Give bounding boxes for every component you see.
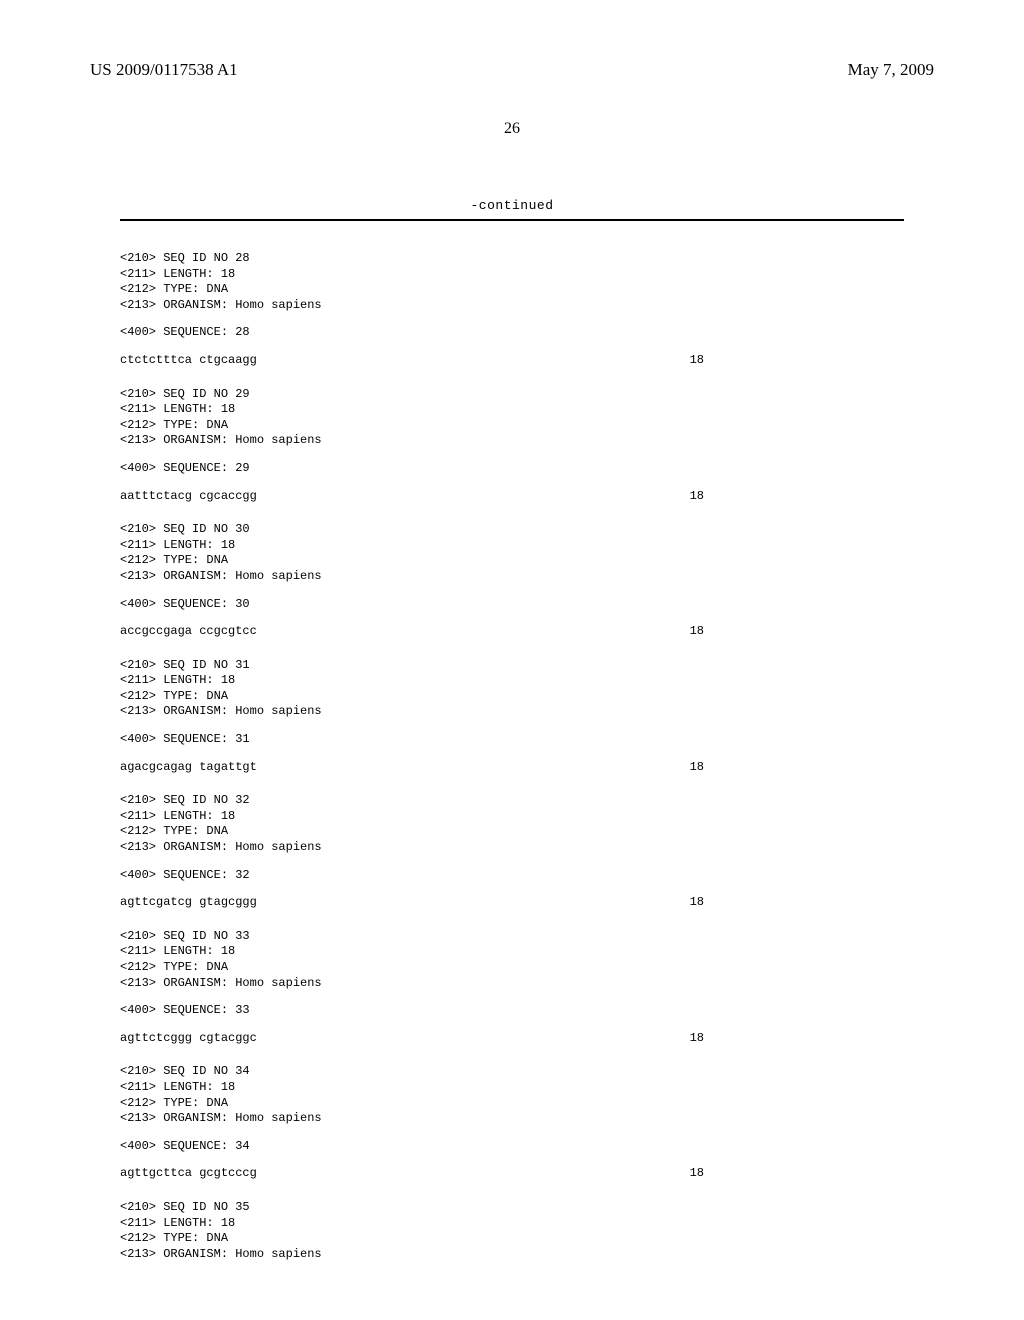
sequence-header: <210> SEQ ID NO 31 <211> LENGTH: 18 <212… [120, 658, 904, 720]
sequence-block: <210> SEQ ID NO 28 <211> LENGTH: 18 <212… [120, 251, 904, 369]
sequence-header: <210> SEQ ID NO 32 <211> LENGTH: 18 <212… [120, 793, 904, 855]
sequence-line: ctctctttca ctgcaagg 18 [120, 353, 904, 369]
sequence-length: 18 [690, 1031, 704, 1047]
sequence-text: agttctcggg cgtacggc [120, 1031, 257, 1047]
sequence-header: <210> SEQ ID NO 28 <211> LENGTH: 18 <212… [120, 251, 904, 313]
sequence-header: <210> SEQ ID NO 29 <211> LENGTH: 18 <212… [120, 387, 904, 449]
sequence-header: <210> SEQ ID NO 34 <211> LENGTH: 18 <212… [120, 1064, 904, 1126]
sequence-marker: <400> SEQUENCE: 30 [120, 597, 904, 613]
sequence-marker: <400> SEQUENCE: 31 [120, 732, 904, 748]
sequence-block: <210> SEQ ID NO 32 <211> LENGTH: 18 <212… [120, 793, 904, 911]
publication-date: May 7, 2009 [848, 60, 934, 80]
sequence-block: <210> SEQ ID NO 31 <211> LENGTH: 18 <212… [120, 658, 904, 776]
sequence-line: aatttctacg cgcaccgg 18 [120, 489, 904, 505]
sequence-length: 18 [690, 353, 704, 369]
sequence-block: <210> SEQ ID NO 35 <211> LENGTH: 18 <212… [120, 1200, 904, 1262]
sequence-length: 18 [690, 895, 704, 911]
sequence-marker: <400> SEQUENCE: 29 [120, 461, 904, 477]
sequence-header: <210> SEQ ID NO 30 <211> LENGTH: 18 <212… [120, 522, 904, 584]
sequence-text: agttgcttca gcgtcccg [120, 1166, 257, 1182]
sequence-length: 18 [690, 760, 704, 776]
publication-number: US 2009/0117538 A1 [90, 60, 238, 80]
sequence-text: agacgcagag tagattgt [120, 760, 257, 776]
sequence-line: agttgcttca gcgtcccg 18 [120, 1166, 904, 1182]
sequence-marker: <400> SEQUENCE: 32 [120, 868, 904, 884]
continued-label: -continued [90, 198, 934, 213]
sequence-text: aatttctacg cgcaccgg [120, 489, 257, 505]
sequence-line: agttcgatcg gtagcggg 18 [120, 895, 904, 911]
sequence-header: <210> SEQ ID NO 33 <211> LENGTH: 18 <212… [120, 929, 904, 991]
sequence-marker: <400> SEQUENCE: 34 [120, 1139, 904, 1155]
sequence-marker: <400> SEQUENCE: 33 [120, 1003, 904, 1019]
sequence-text: ctctctttca ctgcaagg [120, 353, 257, 369]
sequence-block: <210> SEQ ID NO 29 <211> LENGTH: 18 <212… [120, 387, 904, 505]
sequence-block: <210> SEQ ID NO 33 <211> LENGTH: 18 <212… [120, 929, 904, 1047]
sequence-text: accgccgaga ccgcgtcc [120, 624, 257, 640]
sequence-listing: <210> SEQ ID NO 28 <211> LENGTH: 18 <212… [90, 251, 934, 1262]
sequence-block: <210> SEQ ID NO 34 <211> LENGTH: 18 <212… [120, 1064, 904, 1182]
sequence-line: agacgcagag tagattgt 18 [120, 760, 904, 776]
sequence-length: 18 [690, 624, 704, 640]
sequence-header: <210> SEQ ID NO 35 <211> LENGTH: 18 <212… [120, 1200, 904, 1262]
sequence-block: <210> SEQ ID NO 30 <211> LENGTH: 18 <212… [120, 522, 904, 640]
page-number: 26 [90, 120, 934, 138]
divider-top [120, 219, 904, 221]
sequence-text: agttcgatcg gtagcggg [120, 895, 257, 911]
sequence-line: agttctcggg cgtacggc 18 [120, 1031, 904, 1047]
sequence-length: 18 [690, 489, 704, 505]
sequence-marker: <400> SEQUENCE: 28 [120, 325, 904, 341]
sequence-line: accgccgaga ccgcgtcc 18 [120, 624, 904, 640]
sequence-length: 18 [690, 1166, 704, 1182]
page-header: US 2009/0117538 A1 May 7, 2009 [90, 60, 934, 80]
